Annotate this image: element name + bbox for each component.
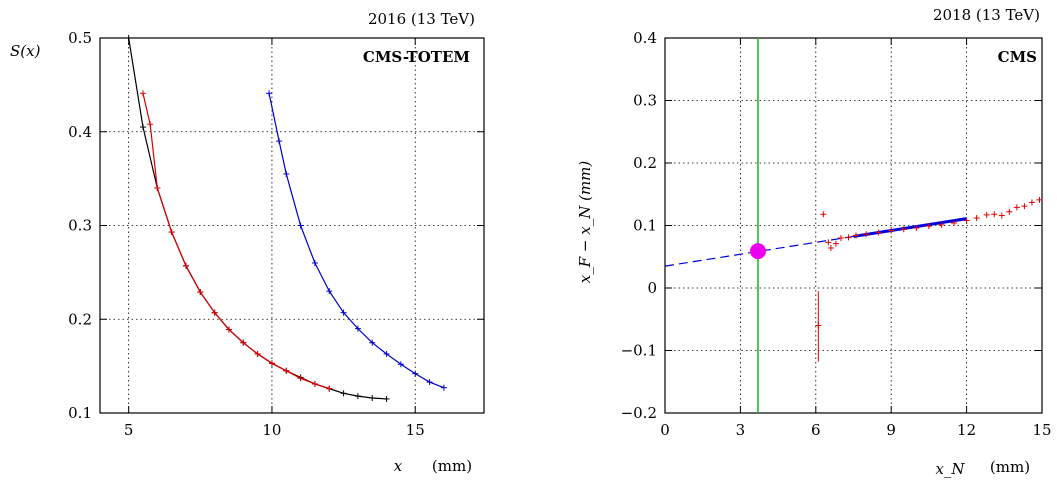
right-point-1 [820, 211, 827, 218]
right-point-21 [1006, 208, 1013, 215]
right-point-25 [1036, 196, 1043, 203]
left-series-1-point-12 [297, 375, 304, 382]
left-series-1-point-4 [182, 262, 189, 269]
left-xunit: (mm) [432, 457, 472, 475]
right-ytick-label-6: 0.4 [633, 29, 657, 47]
left-series-2-point-0 [266, 90, 273, 97]
left-series-1-point-11 [283, 367, 290, 374]
left-series-1-point-10 [268, 360, 275, 367]
left-series-1-point-2 [154, 185, 161, 191]
left-series-1-point-5 [197, 289, 204, 296]
right-ytick-label-2: 0 [647, 279, 657, 297]
right-point-19 [991, 211, 998, 218]
left-series-0-point-0 [125, 35, 132, 41]
right-point-10 [888, 227, 895, 234]
right-point-20 [998, 212, 1005, 219]
left-ytick-label-4: 0.5 [68, 29, 92, 47]
right-point-23 [1021, 203, 1028, 210]
left-series-1-point-0 [139, 90, 146, 97]
left-series-1-point-1 [147, 121, 154, 128]
left-series-1-point-14 [326, 385, 333, 392]
right-fit-line [853, 217, 967, 238]
right-highlight-marker [749, 243, 766, 260]
left-series-2-point-2 [283, 170, 290, 177]
right-xlabel: x_N [935, 460, 965, 478]
left-ylabel: S(x) [10, 42, 41, 60]
left-xtick-label-2: 15 [406, 421, 425, 439]
right-xunit: (mm) [990, 458, 1030, 476]
right-point-18 [983, 211, 990, 218]
left-series-2-point-8 [369, 339, 376, 346]
left-series-2-point-9 [383, 350, 390, 357]
right-point-8 [863, 231, 870, 238]
left-frame [99, 37, 485, 414]
left-series-0-point-17 [369, 395, 376, 401]
right-point-17 [973, 215, 980, 221]
right-point-16 [963, 217, 970, 224]
right-point-13 [925, 223, 932, 230]
right-point-0 [815, 322, 822, 329]
left-series-2-point-1 [276, 138, 283, 145]
right-point-14 [938, 221, 945, 228]
left-series-2-point-5 [326, 288, 333, 295]
left-energy-label: 2016 (13 TeV) [368, 10, 475, 28]
right-point-7 [853, 232, 860, 239]
left-series-2-point-12 [426, 379, 433, 386]
right-point-4 [832, 240, 839, 247]
left-series-1-point-8 [240, 339, 247, 346]
right-energy-label: 2018 (13 TeV) [933, 6, 1040, 24]
right-ytick-label-1: −0.1 [621, 342, 657, 360]
left-series-1-line [142, 93, 330, 390]
right-point-3 [827, 245, 834, 251]
right-point-9 [875, 229, 882, 236]
right-badge: CMS [998, 48, 1037, 66]
left-series-0-point-15 [340, 390, 347, 397]
right-xtick-label-4: 12 [957, 421, 976, 439]
left-series-1-point-9 [254, 350, 261, 357]
right-fit-extrapolation [664, 235, 854, 267]
left-series-2-point-6 [340, 309, 347, 316]
right-ytick-label-0: −0.2 [621, 404, 657, 422]
right-xtick-label-5: 15 [1032, 421, 1051, 439]
left-series-2-point-11 [412, 370, 419, 377]
right-point-6 [845, 234, 852, 241]
right-point-5 [837, 235, 844, 241]
left-series-1-point-7 [225, 326, 232, 333]
left-ytick-label-1: 0.2 [68, 310, 92, 328]
left-series-2-point-13 [440, 384, 447, 391]
left-series-0-point-18 [383, 395, 390, 402]
right-point-15 [951, 220, 958, 226]
right-point-24 [1028, 199, 1035, 206]
right-xtick-label-0: 0 [660, 421, 670, 439]
left-ytick-label-0: 0.1 [68, 404, 92, 422]
right-point-11 [900, 226, 907, 233]
left-series-2-line [268, 93, 445, 389]
left-series-1-point-3 [168, 229, 175, 236]
right-ytick-label-3: 0.1 [633, 217, 657, 235]
right-xtick-label-2: 6 [811, 421, 821, 439]
left-xtick-label-1: 10 [262, 421, 281, 439]
right-xtick-label-1: 3 [736, 421, 746, 439]
left-xtick-label-0: 5 [124, 421, 134, 439]
left-series-2-point-4 [311, 260, 318, 266]
right-ytick-label-5: 0.3 [633, 92, 657, 110]
right-ylabel: x_F − x_N (mm) [576, 161, 594, 284]
left-ytick-label-3: 0.4 [68, 123, 92, 141]
left-series-1-point-6 [211, 309, 218, 316]
left-series-0-point-1 [139, 124, 146, 131]
left-series-2-point-3 [297, 222, 304, 229]
right-xtick-label-3: 9 [886, 421, 896, 439]
left-xlabel: x [394, 457, 403, 475]
right-ytick-label-4: 0.2 [633, 154, 657, 172]
left-series-2-point-7 [354, 325, 361, 332]
left-series-2-point-10 [397, 361, 404, 368]
left-series-0-point-16 [354, 393, 361, 400]
right-point-2 [825, 239, 832, 246]
right-point-12 [913, 225, 920, 231]
right-point-22 [1013, 204, 1020, 211]
left-badge: CMS-TOTEM [363, 48, 470, 66]
left-series-1-point-13 [311, 380, 318, 387]
left-ytick-label-2: 0.3 [68, 217, 92, 235]
